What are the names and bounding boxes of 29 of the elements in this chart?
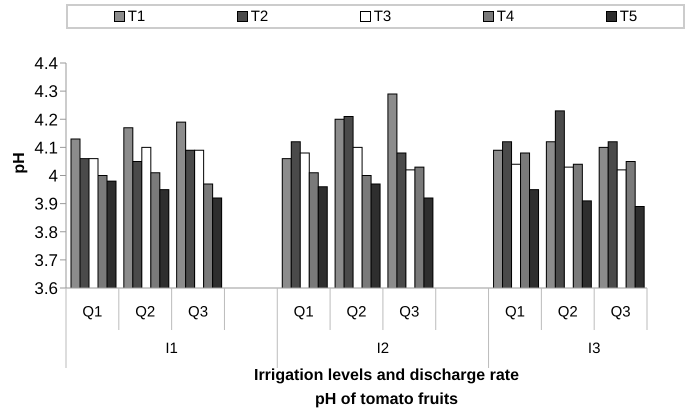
y-tick-label: 3.7 bbox=[34, 250, 58, 270]
x-tick-label: Q2 bbox=[346, 304, 367, 321]
x-tick-label: Q3 bbox=[610, 304, 631, 321]
x-tick-label: Q1 bbox=[294, 304, 314, 321]
text: I3 bbox=[588, 340, 600, 357]
x-tick-label: Q3 bbox=[399, 304, 420, 321]
legend-label: T5 bbox=[620, 8, 638, 25]
x-axis-title: Irrigation levels and discharge rate bbox=[254, 367, 520, 384]
legend-label: T3 bbox=[374, 8, 392, 25]
x-tick-label: Q2 bbox=[558, 304, 578, 321]
y-tick-label: 4.1 bbox=[34, 138, 58, 158]
y-tick-label: 4 bbox=[48, 166, 58, 186]
y-axis-title: pH bbox=[11, 152, 28, 174]
legend-label: T1 bbox=[128, 8, 146, 25]
text: I2 bbox=[376, 340, 390, 357]
y-tick-label: 3.6 bbox=[34, 279, 58, 298]
text: I1 bbox=[165, 340, 178, 357]
x-tick-label: Q1 bbox=[82, 304, 102, 321]
y-tick-label: 4.4 bbox=[34, 54, 58, 74]
legend-label: T4 bbox=[496, 8, 514, 25]
x-tick-label: Q1 bbox=[504, 304, 525, 321]
y-tick-label: 3.8 bbox=[34, 222, 58, 242]
x-tick-label: Q2 bbox=[135, 304, 156, 321]
y-tick-label: 3.9 bbox=[34, 194, 58, 214]
y-tick-label: 4.3 bbox=[34, 82, 58, 102]
y-tick-label: 4.2 bbox=[34, 110, 58, 130]
x-tick-label: Q3 bbox=[188, 304, 208, 321]
text: pH of tomato fruits bbox=[314, 391, 458, 408]
legend-label: T2 bbox=[250, 8, 268, 25]
